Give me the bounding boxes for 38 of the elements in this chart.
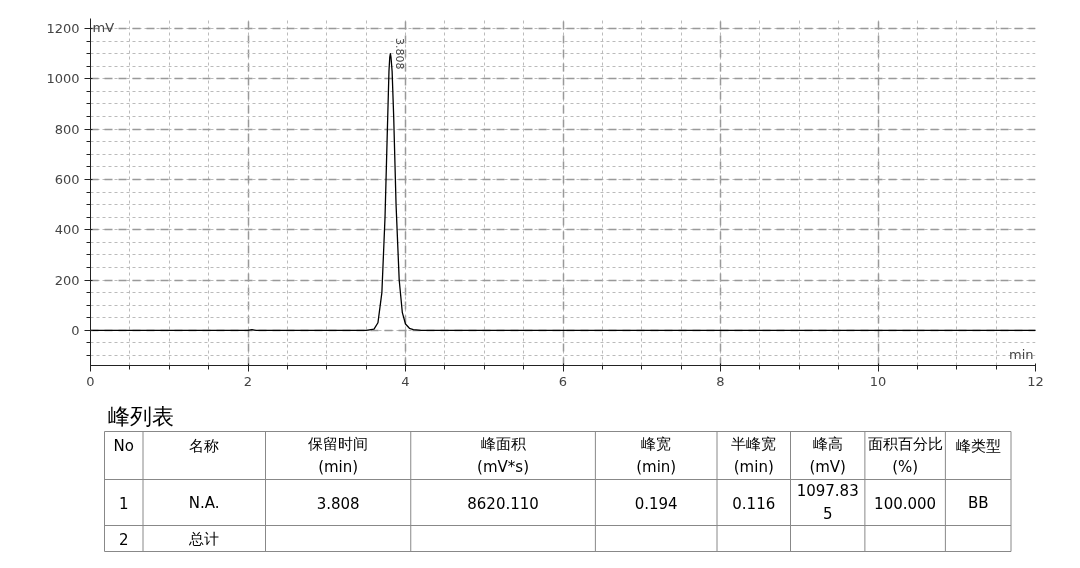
text: 总计 [188,529,220,548]
annotation: 3.808 [393,37,407,70]
x-tick-label: 8 [716,373,725,389]
text: 100.000 [874,494,937,513]
text: No [113,436,134,455]
text: 0.116 [732,494,776,513]
text: 面积百分比 (%) [867,435,943,476]
text: 名称 [189,436,220,455]
y-tick-label: 0 [71,322,80,338]
text: 保留时间 (min) [308,435,369,476]
y-tick-label: 600 [54,171,80,187]
x-tick-label: 6 [558,373,568,389]
text: 0.194 [634,494,678,513]
x-tick-label: 2 [243,373,253,389]
text: 3.808 [316,494,360,513]
y-tick-label: 200 [54,272,80,288]
x-tick-label: 4 [401,373,410,389]
text: 8620.110 [467,494,539,513]
y-tick-label: 400 [54,222,80,238]
y-axis-title: mV [92,19,115,35]
y-tick-label: 1200 [46,21,80,37]
text: 1 [118,494,129,513]
x-tick-label: 10 [869,373,887,389]
text: 峰列表 [108,403,174,429]
x-tick-label: 12 [1027,373,1044,389]
x-tick-label: 0 [86,373,95,389]
text: 峰高 (mV) [809,435,846,476]
text: N.A. [188,493,220,512]
text: 1097.83 5 [796,482,859,523]
text: 峰宽 (min) [636,435,677,476]
text: 峰类型 [955,436,1001,455]
text: 峰面积 (mV*s) [477,435,530,476]
text: 半峰宽 (min) [731,435,777,476]
text: 2 [118,530,129,549]
text: BB [967,493,989,512]
x-axis-title: min [1008,346,1034,362]
y-tick-label: 800 [54,121,80,137]
y-tick-label: 1000 [46,71,80,87]
